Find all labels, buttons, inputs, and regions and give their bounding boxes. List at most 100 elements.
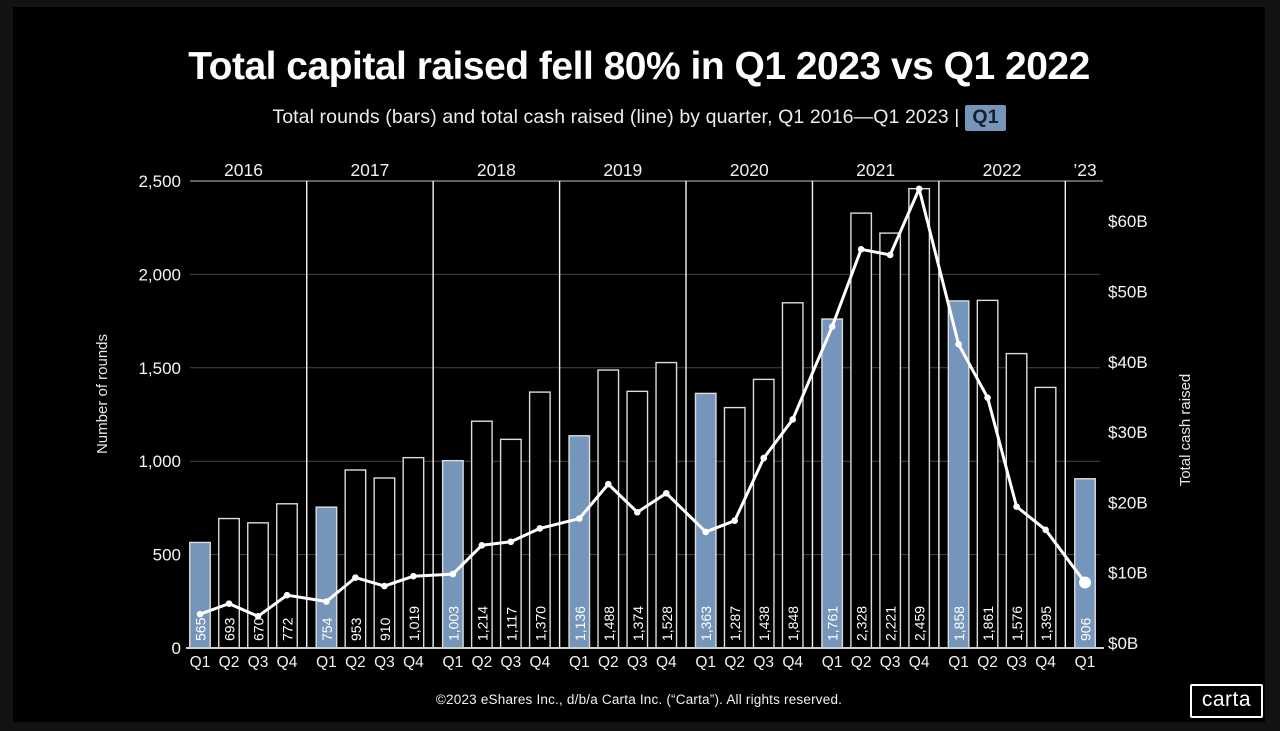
subtitle-text: Total rounds (bars) and total cash raise… bbox=[272, 106, 960, 128]
cash-line-point bbox=[984, 394, 991, 401]
bar-value-label: 1,363 bbox=[698, 606, 714, 641]
right-axis-title: Total cash raised bbox=[1177, 374, 1194, 487]
bar-value-label: 1,370 bbox=[532, 606, 548, 641]
cash-line-endpoint bbox=[1079, 576, 1092, 589]
bar-value-label: 1,003 bbox=[445, 606, 461, 641]
quarter-tick-label: Q1 bbox=[190, 654, 211, 671]
bar-value-label: 1,214 bbox=[474, 606, 490, 641]
bar-2019-Q4 bbox=[655, 361, 678, 649]
capital-raised-chart: 565 Q1 693 Q2 670 Q3 772 Q4 754 Q1 953 Q2 910 Q3 1,019… bbox=[0, 150, 1280, 680]
quarter-tick-label: Q4 bbox=[1035, 654, 1056, 671]
cash-line-point bbox=[323, 598, 330, 605]
bar-2021-Q4 bbox=[908, 187, 931, 649]
quarter-tick-label: Q2 bbox=[851, 654, 872, 671]
cash-line-point bbox=[575, 515, 583, 522]
bar-value-label: 1,861 bbox=[980, 606, 996, 641]
quarter-tick-label: Q2 bbox=[598, 654, 619, 671]
left-axis-tick: 2,500 bbox=[138, 172, 181, 191]
quarter-tick-label: Q4 bbox=[530, 654, 551, 671]
cash-line-point bbox=[1013, 503, 1020, 510]
bar-2020-Q4 bbox=[781, 302, 804, 649]
chart-subtitle: Total rounds (bars) and total cash raise… bbox=[13, 105, 1265, 131]
bar-value-label: 1,848 bbox=[785, 606, 801, 641]
quarter-tick-label: Q1 bbox=[569, 654, 590, 671]
quarter-tick-label: Q4 bbox=[656, 654, 677, 671]
quarter-tick-label: Q3 bbox=[1006, 654, 1027, 671]
cash-line-point bbox=[410, 572, 417, 580]
quarter-tick-label: Q2 bbox=[472, 654, 493, 671]
cash-line-point bbox=[283, 591, 291, 599]
cash-line-point bbox=[536, 525, 544, 532]
year-label: 2017 bbox=[350, 160, 389, 180]
bar-2021-Q2 bbox=[850, 212, 873, 649]
left-axis-tick: 1,000 bbox=[138, 452, 181, 471]
right-axis-tick: $50B bbox=[1108, 283, 1148, 302]
cash-line-point bbox=[507, 538, 515, 546]
quarter-tick-label: Q1 bbox=[695, 654, 716, 671]
year-label: 2020 bbox=[730, 160, 769, 180]
quarter-tick-label: Q3 bbox=[501, 654, 522, 671]
bar-value-label: 772 bbox=[280, 617, 296, 641]
cash-line-point bbox=[789, 416, 797, 423]
left-axis-tick: 1,500 bbox=[138, 359, 181, 378]
quarter-tick-label: Q4 bbox=[277, 654, 298, 671]
quarter-tick-label: Q2 bbox=[977, 654, 998, 671]
bar-value-label: 1,528 bbox=[659, 606, 675, 641]
cash-line-point bbox=[352, 574, 359, 581]
chart-title: Total capital raised fell 80% in Q1 2023… bbox=[188, 45, 1090, 88]
cash-line-point bbox=[760, 454, 768, 462]
cash-line-point bbox=[254, 612, 262, 620]
cash-line-point bbox=[1042, 526, 1049, 534]
q1-highlight-chip: Q1 bbox=[965, 105, 1006, 131]
quarter-tick-label: Q1 bbox=[822, 654, 843, 671]
cash-line-point bbox=[478, 541, 486, 549]
bar-value-label: 1,136 bbox=[572, 606, 588, 641]
year-label: 2016 bbox=[224, 160, 263, 180]
quarter-tick-label: Q3 bbox=[248, 654, 269, 671]
bar-value-label: 1,374 bbox=[630, 606, 646, 641]
bar-value-label: 910 bbox=[377, 617, 393, 641]
quarter-tick-label: Q1 bbox=[316, 654, 337, 671]
bar-2021-Q3 bbox=[879, 232, 902, 649]
cash-line-point bbox=[196, 610, 204, 618]
left-axis-tick: 0 bbox=[172, 639, 181, 658]
right-axis-tick: $30B bbox=[1108, 423, 1148, 442]
bar-value-label: 2,221 bbox=[883, 606, 899, 641]
quarter-tick-label: Q1 bbox=[443, 654, 464, 671]
bar-2022-Q2 bbox=[976, 299, 999, 649]
bar-value-label: 1,287 bbox=[727, 606, 743, 641]
cash-line-point bbox=[857, 246, 865, 253]
right-axis-tick: $0B bbox=[1108, 634, 1138, 653]
copyright-footer: ©2023 eShares Inc., d/b/a Carta Inc. (“C… bbox=[435, 692, 843, 707]
cash-line-point bbox=[886, 251, 894, 259]
cash-line-point bbox=[915, 185, 923, 193]
bar-value-label: 1,019 bbox=[406, 606, 422, 641]
carta-logo-text: carta bbox=[1201, 688, 1251, 711]
quarter-tick-label: Q1 bbox=[1075, 654, 1096, 671]
quarter-tick-label: Q2 bbox=[345, 654, 366, 671]
year-label: 2021 bbox=[856, 160, 895, 180]
cash-line-point bbox=[662, 489, 670, 497]
cash-line-point bbox=[225, 600, 233, 607]
year-label: 2022 bbox=[983, 160, 1022, 180]
bar-value-label: 1,438 bbox=[756, 606, 772, 641]
quarter-tick-label: Q2 bbox=[724, 654, 745, 671]
right-axis-tick: $60B bbox=[1108, 212, 1148, 231]
bar-value-label: 2,328 bbox=[854, 606, 870, 641]
bar-value-label: 1,576 bbox=[1009, 606, 1025, 641]
cash-line-point bbox=[449, 570, 457, 578]
year-label: ’23 bbox=[1073, 160, 1096, 180]
quarter-tick-label: Q3 bbox=[374, 654, 395, 671]
bar-value-label: 1,488 bbox=[601, 606, 617, 641]
bar-line-chart-canvas: 565 Q1 693 Q2 670 Q3 772 Q4 754 Q1 953 Q2 910 Q3 1,019… bbox=[94, 160, 1194, 671]
year-label: 2018 bbox=[477, 160, 516, 180]
bar-value-label: 565 bbox=[193, 617, 209, 641]
bar-value-label: 1,395 bbox=[1038, 606, 1054, 641]
slide: Total capital raised fell 80% in Q1 2023… bbox=[13, 7, 1265, 722]
bar-2022-Q1 bbox=[947, 300, 970, 649]
bar-value-label: 693 bbox=[222, 617, 238, 641]
bar-value-label: 1,117 bbox=[503, 607, 519, 641]
cash-line-point bbox=[828, 323, 836, 330]
quarter-tick-label: Q3 bbox=[627, 654, 648, 671]
bar-value-label: 2,459 bbox=[912, 606, 928, 641]
